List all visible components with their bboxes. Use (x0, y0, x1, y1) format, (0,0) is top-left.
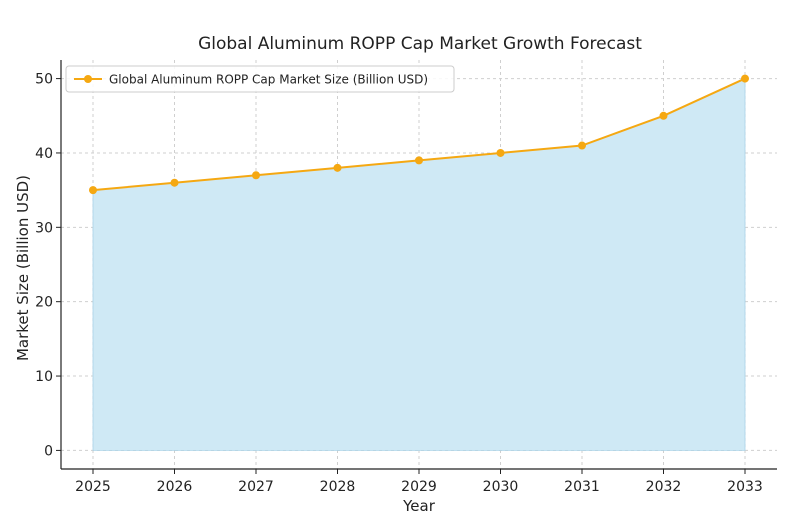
x-tick-label-2030: 2030 (483, 479, 519, 495)
y-axis-label: Market Size (Billion USD) (14, 175, 32, 361)
data-point-2030 (496, 148, 505, 157)
chart-title: Global Aluminum ROPP Cap Market Growth F… (198, 34, 642, 54)
line-layer (89, 74, 749, 195)
tick-layer: 2025 2026 2027 2028 2029 2030 2031 2032 20330102… (35, 72, 763, 495)
legend-marker-swatch (84, 75, 92, 83)
data-point-2032 (659, 111, 668, 120)
y-tick-label-0: 0 (44, 443, 53, 459)
x-tick-label-2033: 2033 (727, 479, 763, 495)
y-tick-label-20: 20 (35, 295, 53, 311)
data-point-2031 (578, 141, 586, 150)
data-point-2028 (333, 163, 342, 172)
x-tick-label-2026: 2026 (157, 479, 193, 495)
x-tick-label-2032: 2032 (646, 479, 682, 495)
x-tick-label-2027: 2027 (238, 479, 274, 495)
legend-box (65, 65, 455, 93)
data-point-2029 (415, 156, 423, 165)
x-tick-label-2025: 2025 (75, 479, 111, 495)
legend: Global Aluminum ROPP Cap Market Size (Bi… (65, 65, 455, 93)
x-tick-label-2029: 2029 (401, 479, 437, 495)
x-axis-label: Year (402, 497, 436, 515)
y-tick-label-40: 40 (35, 146, 53, 162)
data-point-2026 (170, 178, 179, 187)
data-point-2025 (89, 186, 97, 195)
x-tick-label-2028: 2028 (320, 479, 356, 495)
data-point-2033 (741, 74, 749, 83)
x-tick-label-2031: 2031 (564, 479, 600, 495)
y-tick-label-10: 10 (35, 369, 53, 385)
y-tick-label-30: 30 (35, 220, 53, 236)
y-tick-label-50: 50 (35, 72, 53, 88)
data-point-2027 (252, 171, 260, 180)
legend-entry-label: Global Aluminum ROPP Cap Market Size (Bi… (109, 73, 428, 87)
